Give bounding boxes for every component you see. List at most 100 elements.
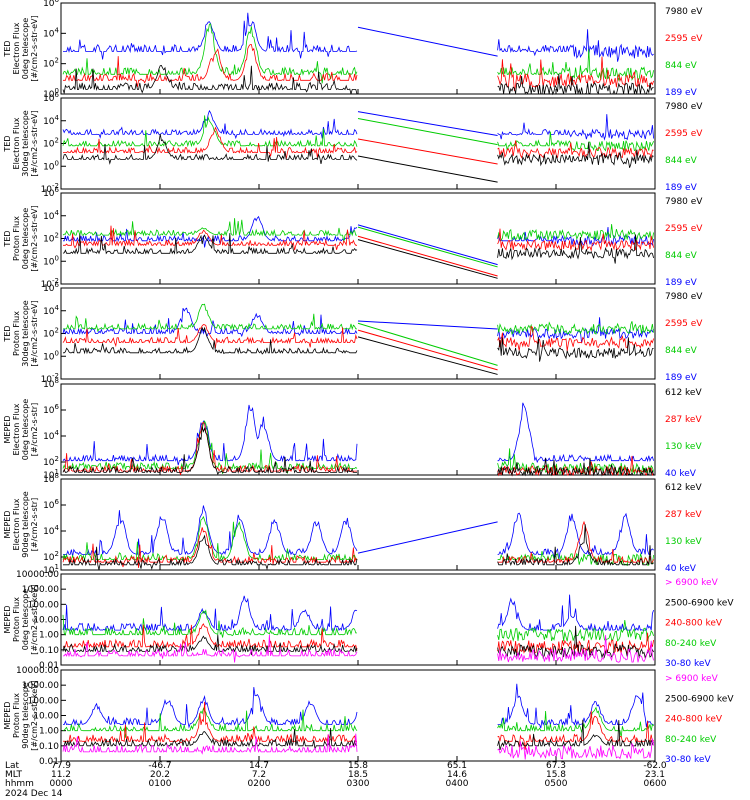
series-trace-2595-eV [497,56,654,91]
y-tick-label: 106 [43,186,59,199]
x-tick-lat: 67.3 [546,761,566,771]
legend-entry: 844 eV [665,346,698,356]
series-trace-7980-eV [62,133,358,165]
y-axis-label: TED [3,230,12,247]
y-axis-label: 30deg telescope [21,300,30,367]
legend-entry: > 6900 keV [665,674,719,684]
x-tick-mlt: 11.2 [51,770,71,780]
y-axis-label: 90deg telescope [21,491,30,558]
series-trace-240-800-keV [497,710,654,750]
y-axis-label: [#/cm2-s-str] [30,403,39,456]
legend-entry: 844 eV [665,61,698,71]
series-trace-7980-eV [497,73,654,96]
panel-frame [60,2,656,95]
legend-entry: 7980 eV [665,7,703,17]
y-tick-label: 106 [43,403,59,416]
x-tick-lat: -62.0 [643,761,667,771]
legend-entry: 130 keV [665,537,702,547]
y-tick-label: 102 [43,137,59,150]
y-axis-label: [#/cm2-s-str-eV] [30,110,39,176]
series-trace-612-keV [497,524,654,566]
y-tick-label: 102 [43,550,59,563]
x-tick-mlt: 20.2 [150,770,170,780]
series-trace-612-keV [63,534,358,571]
y-tick-label: 101 [43,468,59,481]
series-trace-7980-eV [497,337,654,362]
series-trace-844-eV [63,303,357,333]
y-axis-label: MEPED [3,606,12,634]
y-axis-label: [#/cm2-s-str-eV] [30,205,39,271]
series-trace-2500-6900-keV [62,634,358,656]
series-trace-80-240-keV [62,609,358,638]
panel-7: 0.01 0.10 1.00 10.00 100.00 1000.00 10000.00 ME… [3,570,734,671]
y-tick-label: 104 [43,429,59,442]
series-trace-2595-eV [63,225,357,251]
series-trace-844-eV [497,321,654,336]
panel-frame [60,573,656,666]
y-tick-label: 101 [43,563,59,576]
y-tick-label: 102 [43,327,59,340]
x-tick-mlt: 14.6 [447,770,467,780]
gap-interpolation-line [357,138,498,165]
y-tick-label: 106 [43,91,59,104]
y-axis-label: Electron Flux [12,498,21,550]
y-axis-label: 0deg telescope [21,208,30,269]
panel-1: 100 102 104 106 TED Electron Flux 0deg telesco… [3,0,703,100]
y-tick-label: 1000.00 [22,681,59,691]
x-tick-hhmm: 0100 [149,779,172,789]
series-trace--6900-keV [497,738,654,760]
y-axis-label: TED [3,325,12,342]
y-tick-label: 0.01 [39,757,59,767]
series-trace-2500-6900-keV [497,719,654,751]
y-tick-label: 100 [43,349,59,362]
panel-8: 0.01 0.10 1.00 10.00 100.00 1000.00 10000.00 ME… [3,666,734,767]
y-axis-label: MEPED [3,511,12,539]
y-tick-label: 104 [43,209,59,222]
gap-interpolation-line [357,26,498,57]
x-axis-row-label: Lat [5,761,20,771]
series-trace-287-keV [497,520,654,564]
series-trace-40-keV [497,402,654,464]
series-trace-80-240-keV [497,706,654,738]
legend-entry: 30-80 keV [665,659,711,669]
series-trace-7980-eV [63,326,358,355]
x-tick-hhmm: 0300 [347,779,370,789]
y-tick-label: 102 [43,455,59,468]
y-axis-label: Proton Flux [12,693,21,738]
y-tick-label: 10.00 [33,616,59,626]
plot-date: 2024 Dec 14 [5,789,63,799]
y-tick-label: 10-2 [41,182,59,195]
series-trace-189-eV [62,109,358,140]
series-trace-40-keV [63,505,358,557]
gap-interpolation-line [357,336,498,375]
x-tick-mlt: 18.5 [348,770,368,780]
series-trace-189-eV [62,307,358,338]
y-axis-label: 0deg telescope [21,399,30,460]
legend-entry: 80-240 keV [665,639,717,649]
y-axis-label: 0deg telescope [21,589,30,650]
legend-entry: 130 keV [665,442,702,452]
legend-entry: 189 eV [665,88,698,98]
series-trace-2500-6900-keV [497,625,654,660]
series-trace--6900-keV [63,634,358,663]
gap-interpolation-line [357,111,498,137]
gap-interpolation-line [357,117,498,146]
legend-entry: 612 keV [665,483,702,493]
gap-interpolation-line [357,320,498,330]
y-tick-label: 10000.00 [16,570,59,580]
legend-entry: 189 eV [665,373,698,383]
series-trace-189-eV [497,317,654,344]
y-tick-label: 106 [43,0,59,9]
y-tick-label: 10000.00 [16,666,59,676]
series-trace-612-keV [497,457,654,477]
series-trace--6900-keV [62,733,358,755]
legend-entry: 7980 eV [665,102,703,112]
x-tick-lat: 65.1 [447,761,467,771]
legend-entry: 844 eV [665,156,698,166]
y-tick-label: 0.01 [39,661,59,671]
y-axis-label: [#/cm2-s-str-eV] [30,15,39,81]
x-tick-lat: -46.7 [148,761,171,771]
y-axis-label: Electron Flux [12,22,21,74]
x-tick-mlt: 23.1 [645,770,665,780]
